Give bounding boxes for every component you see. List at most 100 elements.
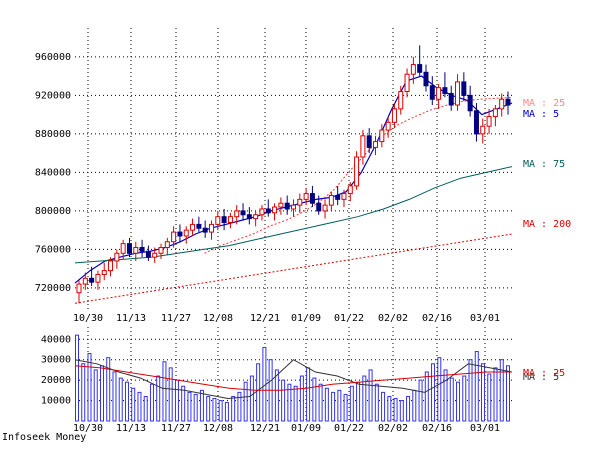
x-label-7: 02/02 [378,313,408,324]
volume-bar-60 [449,377,454,422]
candle-25 [234,205,240,225]
candle-body-50 [391,108,397,123]
volume-bar-46 [362,375,367,422]
candle-body-22 [215,216,221,225]
volume-y-tick-1: 20000 [41,375,71,386]
volume-bar-51 [393,398,398,422]
candle-body-38 [316,202,322,212]
candle-35 [297,193,303,213]
volume-bar-21 [206,395,211,422]
candle-body-55 [423,71,429,87]
candle-body-3 [95,273,101,283]
candle-49 [385,116,391,138]
volume-bar-7 [118,377,123,422]
volume-x-label-4: 12/21 [250,423,280,434]
candle-body-64 [480,125,486,135]
candle-47 [373,135,379,156]
candle-body-39 [322,204,328,212]
candle-body-21 [208,223,214,233]
candle-body-1 [82,277,88,285]
x-label-8: 02/16 [422,313,452,324]
candle-58 [442,72,448,98]
volume-bar-50 [387,395,392,422]
candle-body-35 [297,198,303,206]
candle-63 [473,103,479,142]
candle-37 [309,185,315,208]
volume-bar-69 [506,365,510,422]
volume-moving-averages [74,359,513,400]
candle-body-45 [360,135,366,158]
volume-bar-48 [374,383,379,422]
candle-body-36 [303,193,309,200]
volume-x-label-6: 01/22 [334,423,364,434]
candle-27 [246,207,252,225]
candle-body-0 [76,283,82,294]
volume-x-axis-labels: 10/30 11/13 11/27 12/08 12/21 01/09 01/22 02/02… [73,423,500,434]
candle-61 [461,72,467,102]
volume-bar-39 [318,383,323,422]
volume-bar-37 [306,367,311,422]
candle-body-63 [473,110,479,135]
candle-body-7 [120,243,126,254]
volume-bar-6 [112,371,117,422]
candle-0 [76,280,82,304]
volume-bar-33 [281,379,286,422]
price-ma-label-2: MA : 75 [523,159,565,170]
x-label-9: 03/01 [470,313,500,324]
candle-29 [259,205,265,221]
candle-14 [164,237,170,256]
volume-y-tick-0: 10000 [41,396,71,407]
candle-body-5 [108,260,114,272]
candle-4 [101,262,107,281]
candle-53 [410,56,416,84]
candle-body-68 [505,98,511,106]
candle-40 [328,191,334,211]
volume-bar-40 [324,387,329,422]
price-ma-label-1: MA : 25 [523,98,565,109]
volume-bar-63 [468,359,473,422]
candle-56 [429,76,435,106]
price-candles [76,45,511,304]
candle-26 [240,203,246,221]
candle-body-20 [202,227,208,233]
candle-body-67 [499,98,505,110]
candle-33 [284,195,290,215]
candle-10 [139,239,145,258]
candle-body-48 [379,129,385,143]
candle-body-18 [190,223,196,231]
candle-17 [183,226,189,244]
volume-bar-58 [437,357,442,422]
price-ma-label-3: MA : 200 [523,219,571,230]
candle-64 [480,118,486,144]
candle-body-52 [404,73,410,93]
volume-y-tick-2: 30000 [41,355,71,366]
volume-bar-20 [199,389,204,422]
candle-body-29 [259,208,265,216]
volume-bar-43 [343,393,348,422]
candle-16 [177,224,183,242]
volume-x-label-8: 02/16 [422,423,452,434]
candle-42 [341,189,347,208]
volume-bar-64 [474,351,479,422]
volume-bar-49 [381,391,386,422]
candle-51 [398,85,404,115]
candle-body-30 [265,208,271,214]
volume-bar-25 [231,395,236,422]
volume-bar-28 [249,375,254,422]
volume-bar-59 [443,369,448,422]
price-ma-label-0: MA : 5 [523,109,559,120]
candle-54 [417,45,423,77]
x-label-5: 01/09 [291,313,321,324]
candle-body-4 [101,270,107,275]
volume-bar-42 [337,389,342,422]
candle-body-13 [158,246,164,254]
candle-body-58 [442,87,448,94]
candle-23 [221,208,227,231]
volume-bar-66 [487,373,492,422]
volume-bar-47 [368,369,373,422]
candle-body-49 [385,121,391,131]
candle-21 [208,220,214,240]
volume-bar-12 [149,383,154,422]
volume-bar-14 [162,361,167,422]
volume-bar-22 [212,398,217,422]
